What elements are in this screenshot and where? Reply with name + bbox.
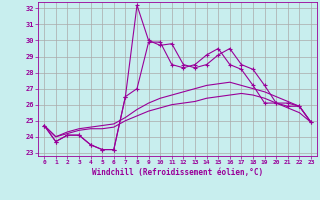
X-axis label: Windchill (Refroidissement éolien,°C): Windchill (Refroidissement éolien,°C) — [92, 168, 263, 177]
